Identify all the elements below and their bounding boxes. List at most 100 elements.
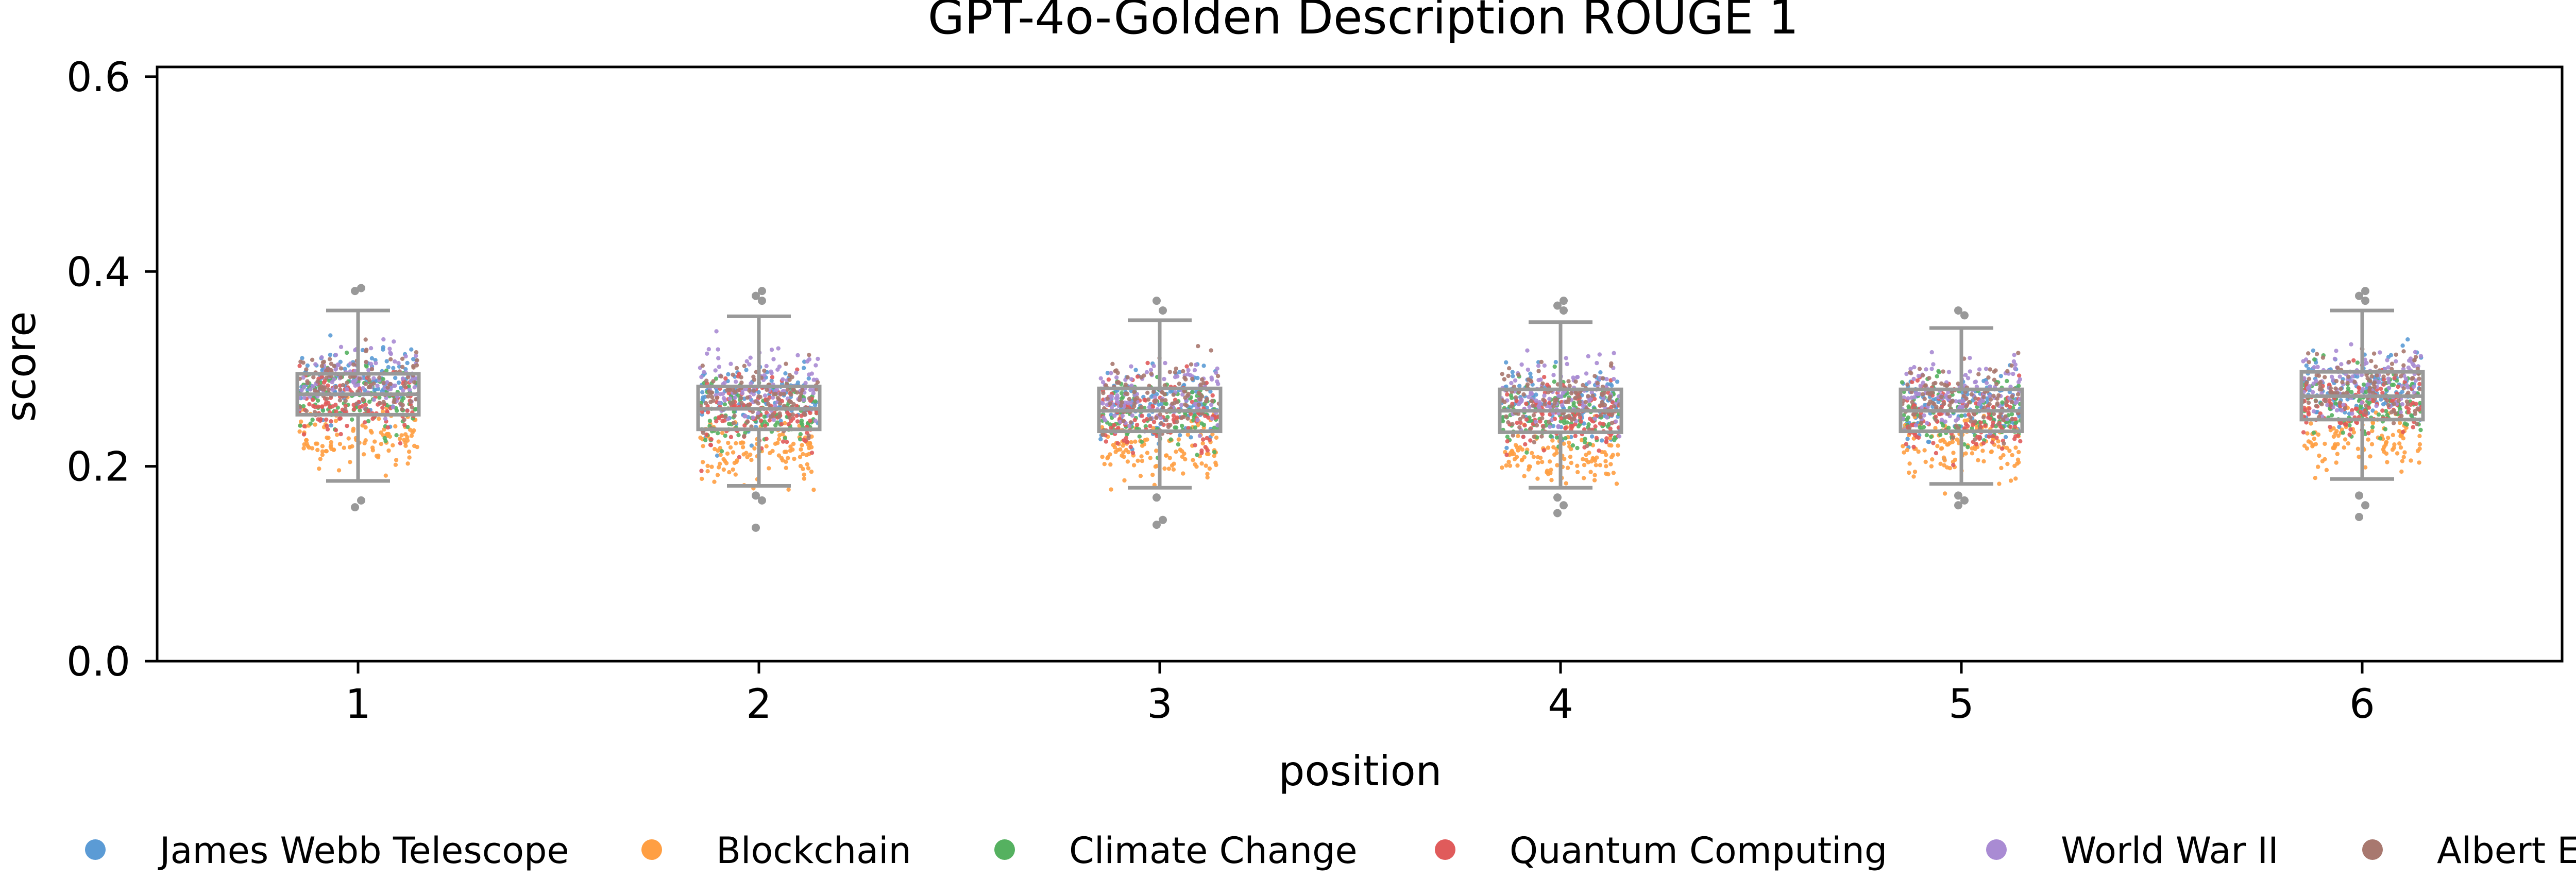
box-1 [295, 308, 421, 483]
strip-point [1937, 370, 1941, 375]
strip-point [1186, 426, 1191, 430]
strip-point [2333, 386, 2338, 391]
strip-point [1527, 405, 1532, 409]
strip-point [297, 429, 302, 434]
strip-point [343, 367, 347, 371]
strip-point [375, 383, 380, 388]
strip-point [1212, 450, 1217, 455]
strip-point [1967, 400, 1972, 405]
strip-point [2347, 432, 2352, 437]
strip-point [399, 433, 404, 438]
strip-point [784, 465, 788, 470]
strip-point [328, 352, 333, 357]
strip-point [405, 435, 410, 440]
strip-point [2002, 441, 2006, 446]
strip-point [1904, 371, 1909, 376]
strip-point [320, 449, 325, 454]
strip-point [1954, 399, 1958, 404]
strip-point [1108, 452, 1112, 457]
strip-point [2016, 450, 2021, 455]
strip-point [1507, 463, 1513, 468]
strip-point [1996, 422, 2001, 427]
strip-point [739, 401, 744, 405]
box-6 [2299, 308, 2425, 481]
strip-point [745, 395, 750, 400]
strip-point [2329, 374, 2334, 379]
strip-point [1604, 464, 1608, 469]
strip-point [809, 445, 814, 450]
strip-point [800, 388, 805, 392]
strip-point [1525, 348, 1530, 353]
strip-point [713, 446, 717, 452]
strip-point [800, 443, 804, 447]
strip-point [405, 375, 411, 379]
strip-point [742, 434, 747, 439]
outlier-point [1960, 311, 1969, 320]
strip-point [769, 369, 773, 374]
strip-point [807, 372, 811, 377]
strip-point [764, 364, 769, 369]
strip-point [1602, 403, 1607, 407]
strip-point [1603, 459, 1608, 463]
strip-point [1148, 456, 1153, 460]
strip-point [1151, 426, 1156, 430]
strip-point [2329, 413, 2334, 418]
strip-point [1504, 463, 1509, 468]
strip-point [379, 442, 383, 446]
strip-point [743, 430, 748, 435]
y-tick-label: 0.2 [66, 444, 130, 491]
strip-point [1905, 437, 1910, 441]
strip-point [701, 460, 705, 464]
outlier-point [758, 496, 766, 505]
strip-point [1984, 381, 1989, 385]
strip-point [1146, 397, 1151, 402]
strip-point [383, 417, 388, 421]
strip-point [731, 421, 736, 425]
strip-point [2386, 376, 2391, 381]
strip-point [1163, 360, 1167, 366]
strip-point [2336, 433, 2341, 438]
strip-point [1214, 462, 1218, 468]
strip-point [802, 411, 806, 416]
strip-point [2361, 387, 2365, 391]
strip-point [2379, 397, 2383, 402]
strip-point [1610, 412, 1615, 417]
strip-point [816, 356, 820, 361]
strip-point [392, 339, 396, 344]
strip-point [2359, 400, 2364, 405]
strip-point [2386, 386, 2392, 390]
strip-point [2314, 404, 2318, 408]
strip-point [1528, 371, 1533, 376]
strip-point [2381, 374, 2386, 379]
strip-point [2340, 408, 2344, 413]
strip-point [1974, 442, 1979, 447]
strip-point [1108, 462, 1113, 467]
strip-point [704, 432, 709, 437]
strip-point [2391, 421, 2396, 425]
strip-point [763, 423, 768, 428]
strip-point [1942, 463, 1946, 468]
strip-point [1959, 413, 1964, 418]
strip-point [1923, 384, 1927, 388]
strip-point [1200, 394, 1205, 399]
strip-point [749, 458, 754, 462]
strip-point [2351, 358, 2356, 363]
strip-point [1195, 375, 1200, 381]
strip-point [386, 448, 391, 453]
strip-point [1609, 421, 1615, 425]
strip-point [1129, 377, 1134, 382]
strip-point [1159, 421, 1164, 426]
outlier-point [1553, 493, 1562, 502]
strip-point [789, 419, 793, 423]
strip-point [2005, 420, 2009, 425]
strip-point [1997, 481, 2002, 486]
strip-point [1174, 425, 1179, 430]
strip-point [2004, 400, 2009, 405]
strip-point [1945, 383, 1950, 388]
strip-point [1180, 449, 1184, 454]
strip-point [326, 387, 331, 392]
strip-point [2005, 461, 2010, 467]
strip-point [1549, 468, 1553, 472]
strip-point [2347, 359, 2351, 365]
strip-point [405, 408, 410, 413]
